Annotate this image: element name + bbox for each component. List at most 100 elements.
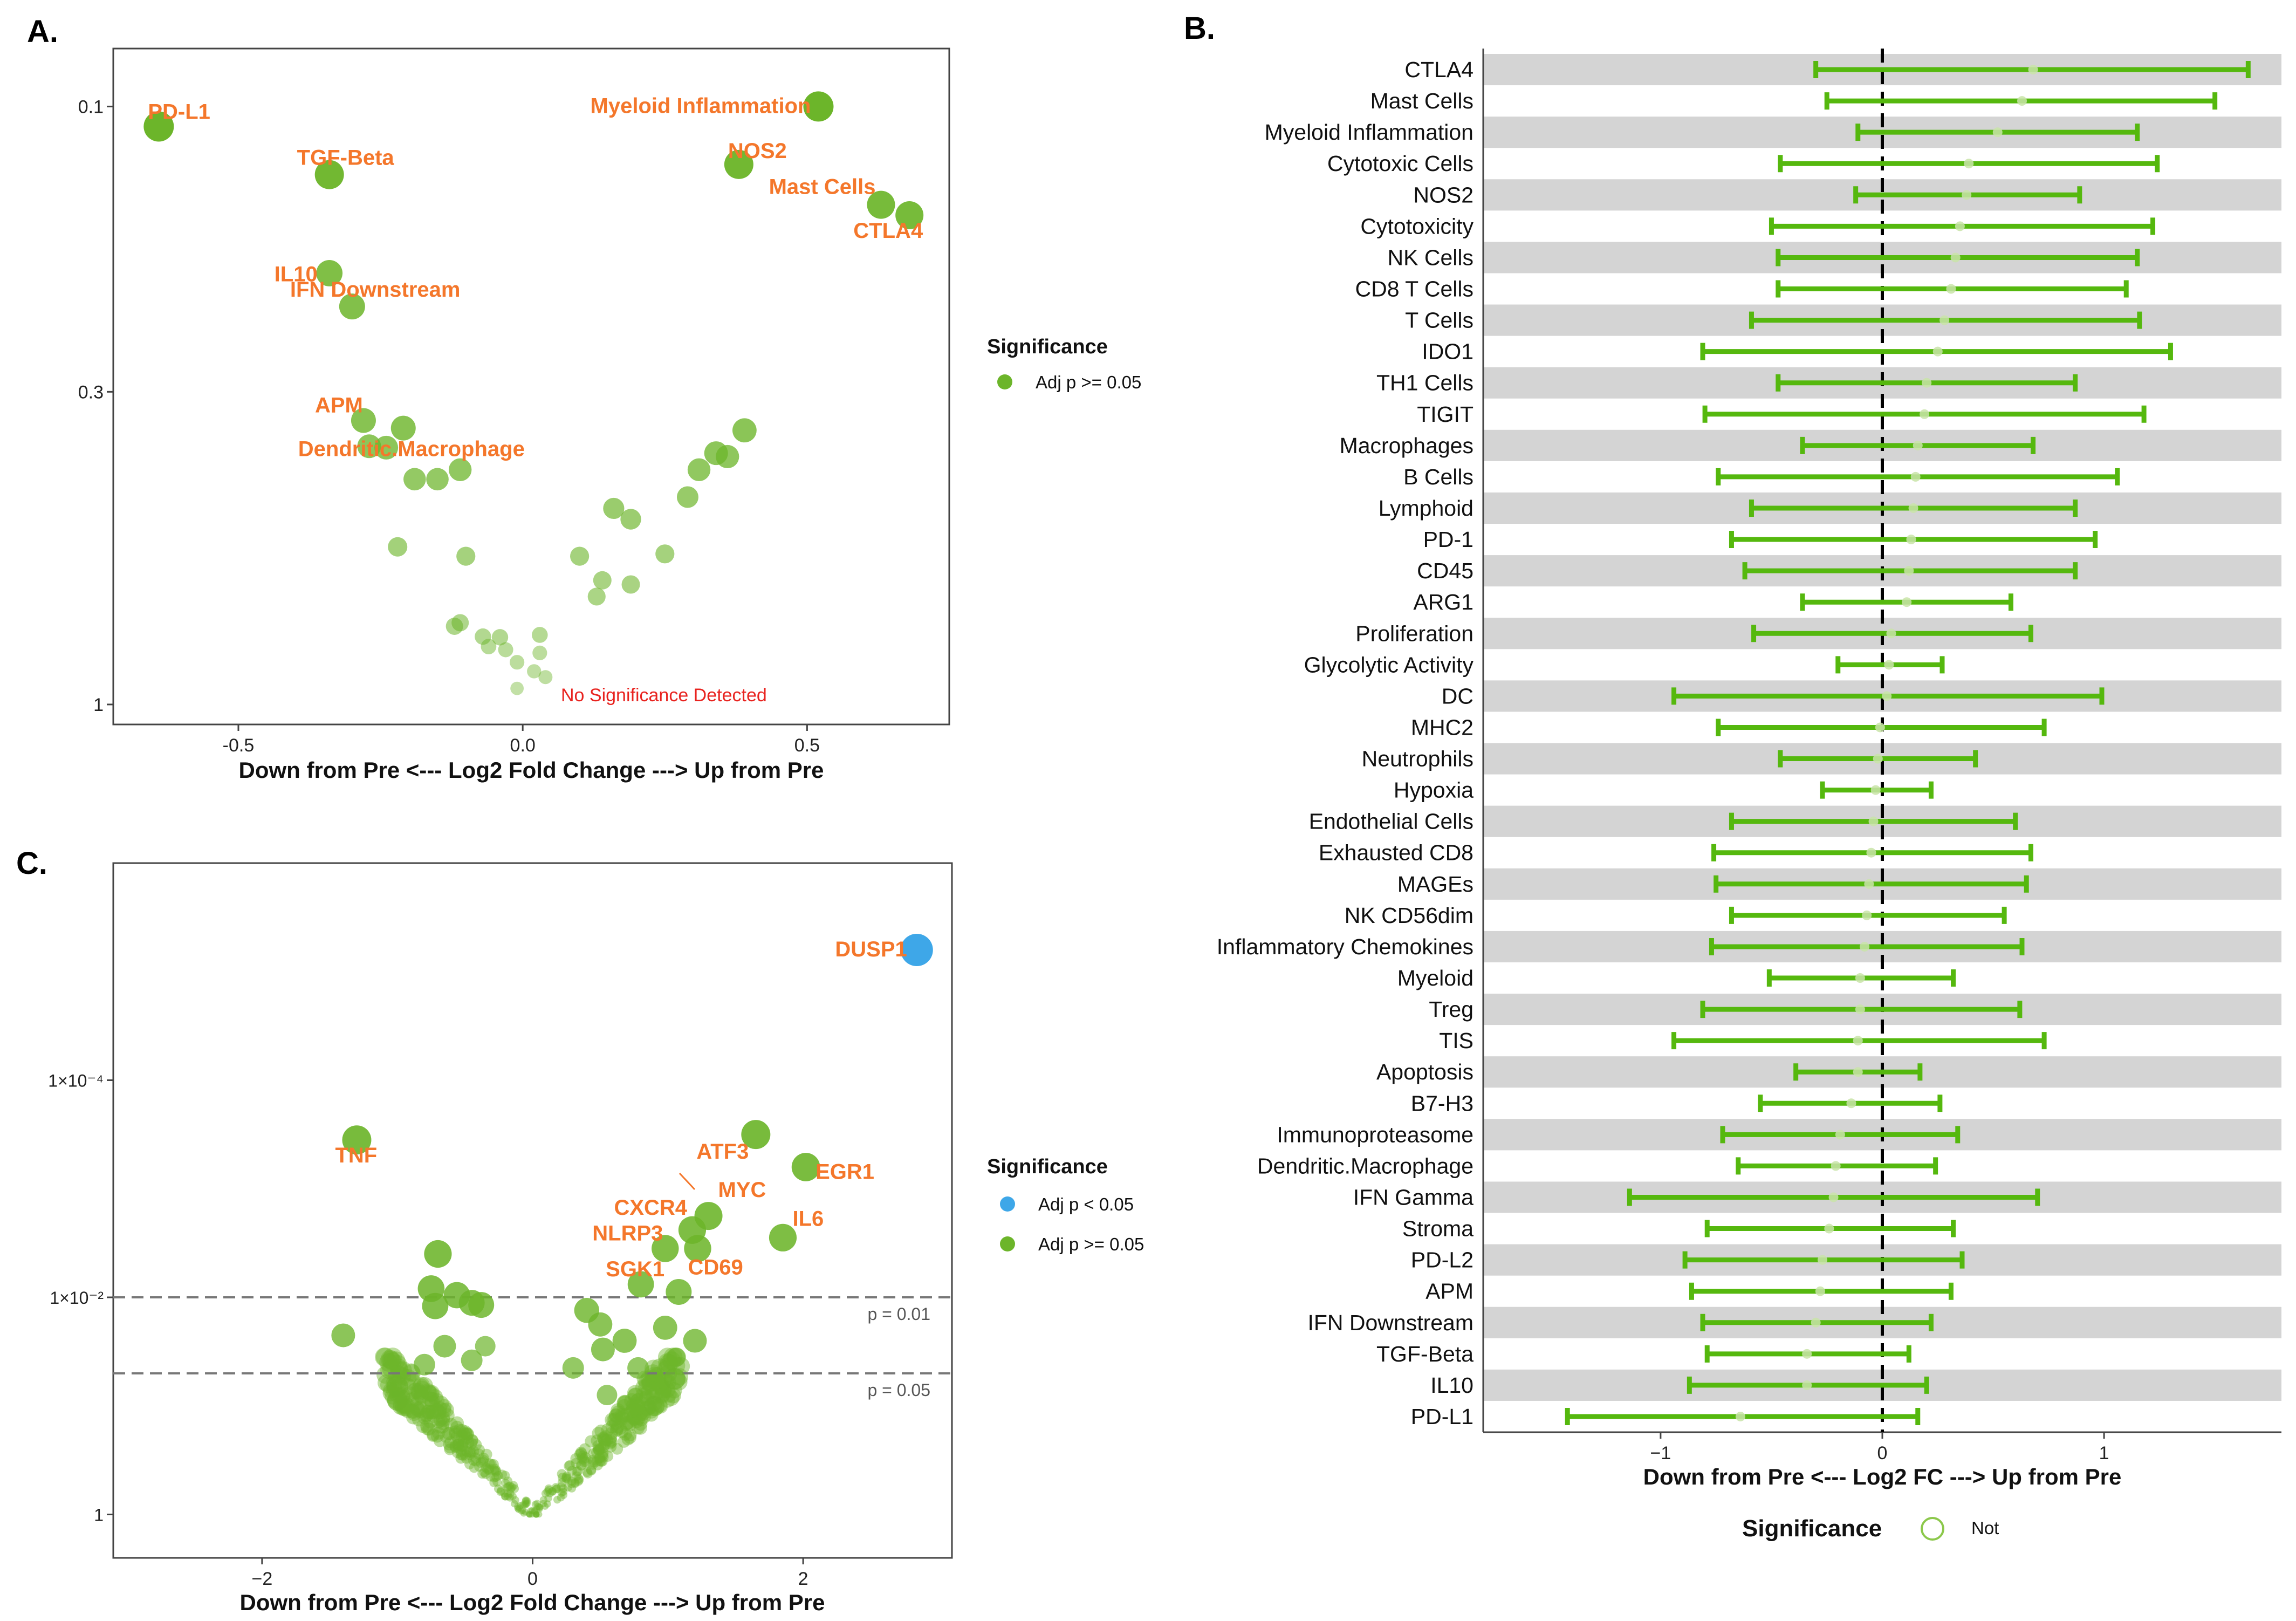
panel-b-row-endothelial-cells (1729, 812, 2018, 830)
panel-b-row-label: Myeloid (1397, 966, 1473, 990)
panel-c-cloud-point (410, 1394, 427, 1411)
panel-c-cloud-point (509, 1492, 517, 1501)
panel-c-cloud-point (465, 1446, 477, 1458)
panel-b-estimate-point (1824, 1223, 1834, 1234)
panel-c-legend-label-nonsig: Adj p >= 0.05 (1038, 1234, 1144, 1254)
panel-c-cloud-point (436, 1403, 451, 1418)
panel-c-cloud-point (630, 1406, 645, 1420)
panel-b-estimate-point (1735, 1411, 1745, 1421)
panel-c-cloud-point (577, 1453, 588, 1464)
panel-a-point-p11 (732, 418, 757, 443)
panel-c-cloud-point (504, 1489, 512, 1498)
panel-c-cloud-point (552, 1484, 561, 1493)
panel-c-cloud-point (417, 1410, 432, 1425)
panel-c-cloud-point (539, 1496, 547, 1504)
panel-c-cloud-point (450, 1420, 464, 1434)
panel-b-row-label: CD8 T Cells (1355, 277, 1474, 302)
panel-c-cloud-point (517, 1502, 524, 1509)
panel-c-cloud-point (630, 1399, 646, 1414)
panel-c-cloud-point (597, 1441, 609, 1453)
panel-c-cloud-point (429, 1393, 445, 1409)
panel-c-cloud-point (649, 1374, 667, 1392)
panel-b-estimate-point (1922, 378, 1932, 388)
panel-c-cloud-point (533, 1511, 540, 1518)
panel-b-row-label: IDO1 (1422, 339, 1473, 364)
panel-c-cloud-point (533, 1511, 540, 1518)
panel-c-cloud-point (390, 1361, 409, 1379)
panel-b-row-label: Inflammatory Chemokines (1217, 934, 1473, 959)
panel-c-cloud-point (422, 1386, 439, 1403)
panel-c-cloud-point (588, 1456, 599, 1467)
panel-b-estimate-point (1946, 284, 1956, 294)
panel-c-cloud-point (501, 1493, 510, 1501)
panel-a-point-p34 (532, 627, 548, 643)
panel-b-error-bars (1565, 61, 2251, 1425)
panel-b-row-exhausted-cd8 (1711, 844, 2033, 861)
panel-b-row-label: TH1 Cells (1376, 371, 1473, 395)
panel-b-row-stroma (1704, 1220, 1956, 1237)
panel-c-cloud-point (516, 1504, 523, 1512)
panel-c-cloud-point (485, 1472, 496, 1482)
panel-b-row-label: Lymphoid (1379, 496, 1473, 521)
panel-a-label-apm: APM (315, 393, 363, 417)
panel-c-cloud-point (522, 1496, 530, 1504)
panel-c-cloud-point (452, 1438, 465, 1451)
panel-c-cloud-point (582, 1468, 593, 1479)
panel-c-cloud-point (541, 1489, 550, 1498)
panel-c-cloud-point (460, 1427, 473, 1440)
panel-a-point-p17 (448, 458, 472, 482)
panel-a-point-apm (351, 408, 376, 433)
panel-a-point-p21 (603, 497, 625, 519)
panel-c-cloud-point (435, 1420, 449, 1434)
panel-c-cloud-point (635, 1379, 652, 1396)
panel-a-point-labels: PD-L1 Myeloid Inflammation NOS2 TGF-Beta Mas… (148, 94, 923, 461)
panel-c-cloud-point (571, 1479, 580, 1488)
panel-c-cloud-point (523, 1497, 531, 1505)
panel-c-cloud-point (381, 1350, 401, 1370)
panel-c-cloud-point (611, 1403, 626, 1418)
panel-c-cloud-point (439, 1402, 454, 1418)
panel-a-x-tick-label: 0.5 (794, 735, 820, 756)
panel-c-cloud-point (422, 1391, 438, 1407)
panel-a-point-il10 (316, 260, 343, 286)
panel-c-cloud-point (615, 1425, 629, 1439)
panel-c-cloud-point (511, 1496, 519, 1504)
panel-b-row-th1-cells (1776, 374, 2078, 392)
panel-c-cloud-point (500, 1470, 510, 1481)
panel-c-cloud-point (497, 1486, 505, 1495)
panel-c-cloud-point (594, 1424, 608, 1438)
panel-c-cloud-point (494, 1485, 503, 1493)
panel-a-label-pd-l1: PD-L1 (148, 100, 210, 124)
panel-c-cloud-point (611, 1405, 626, 1420)
panel-c-cloud-point (433, 1413, 448, 1427)
panel-c-cloud-point (444, 1443, 456, 1455)
panel-b-estimate-point (1815, 1286, 1825, 1296)
panel-c-cloud-point (598, 1433, 611, 1446)
panel-b-row-label: IL10 (1430, 1373, 1473, 1398)
panel-c-cloud-point (567, 1466, 577, 1476)
panel-c-cloud-point (420, 1383, 436, 1400)
panel-b-row-label: Stroma (1402, 1216, 1473, 1241)
panel-b-row-label: Macrophages (1340, 433, 1473, 458)
panel-c-cloud-point (557, 1488, 566, 1497)
panel-c-cloud-point (604, 1437, 617, 1449)
panel-c-cloud-point (592, 1426, 605, 1440)
panel-c-cloud-point (627, 1412, 642, 1426)
panel-c-cloud-point (484, 1458, 495, 1469)
panel-c-cloud-point (444, 1436, 457, 1448)
panel-c-cloud-point (626, 1411, 641, 1425)
panel-c-legend-title: Significance (987, 1155, 1108, 1178)
panel-c-cloud-point (593, 1444, 605, 1456)
panel-b-row-label: Endothelial Cells (1309, 809, 1473, 834)
panel-c-cloud-point (455, 1453, 467, 1464)
panel-b-estimate-point (1802, 1380, 1812, 1390)
panel-c-point-c20 (612, 1329, 637, 1353)
panel-c-point-labels: DUSP1 TNF ATF3 EGR1 MYC CXCR4 IL6 NLRP3 CD69 SGK1 (335, 938, 907, 1281)
panel-c-cloud-point (383, 1348, 402, 1367)
panel-b-row-mhc2 (1716, 719, 2047, 736)
panel-c-cloud-point (564, 1460, 575, 1471)
panel-c-cloud-point (623, 1428, 637, 1441)
panel-c-cloud-point (544, 1494, 552, 1502)
panel-c-cloud-point (627, 1387, 644, 1404)
